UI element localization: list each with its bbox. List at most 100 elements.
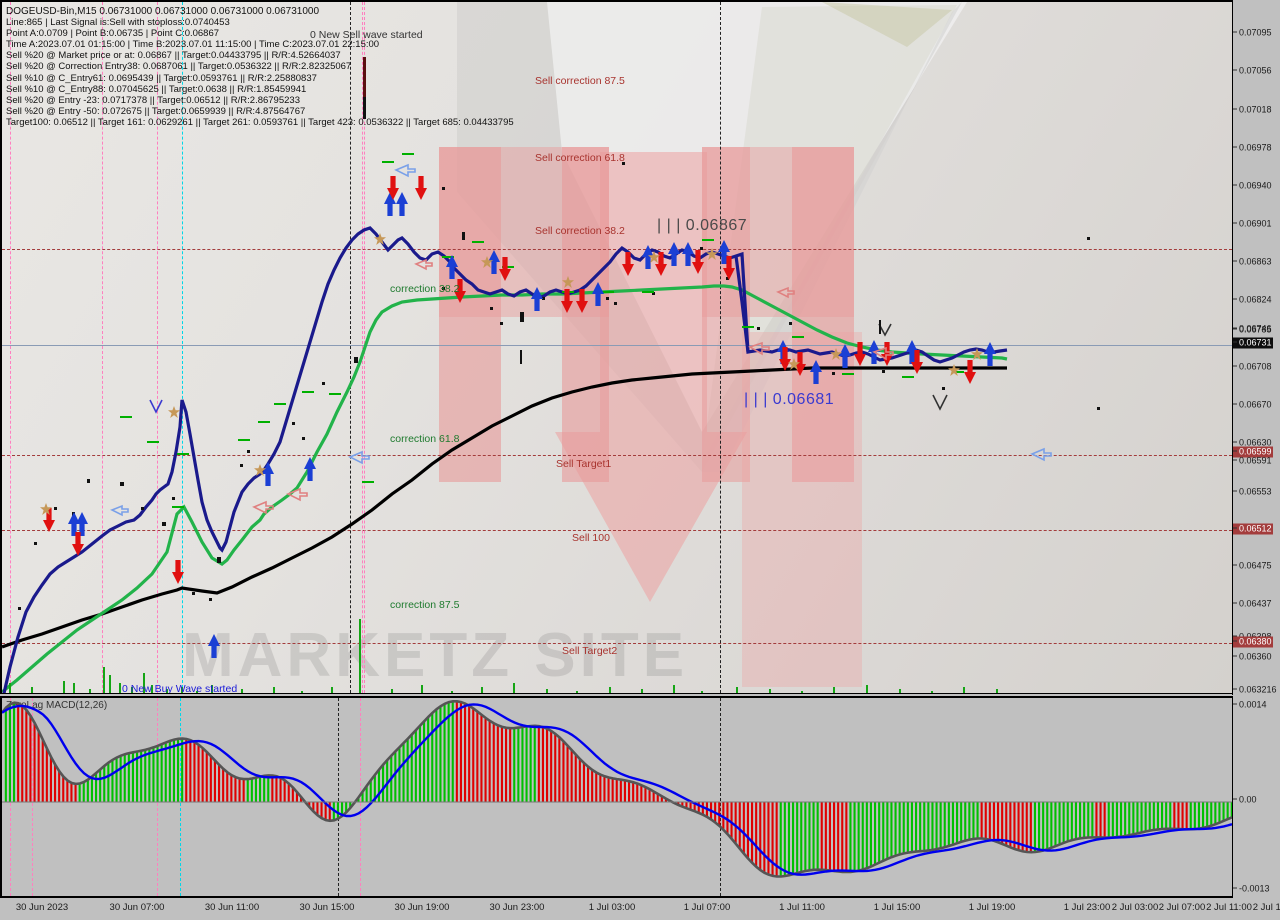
macd-histogram-bar: [82, 782, 85, 802]
macd-histogram-bar: [763, 802, 766, 873]
tick-label: 0.06708: [1239, 361, 1272, 372]
macd-histogram-bar: [1103, 802, 1106, 838]
macd-histogram-bar: [316, 802, 319, 816]
macd-histogram-bar: [1226, 802, 1229, 820]
macd-histogram-bar: [997, 802, 1000, 843]
macd-histogram-bar: [623, 780, 626, 802]
macd-histogram-bar: [1156, 802, 1159, 830]
macd-histogram-bar: [181, 738, 184, 802]
macd-histogram-bar: [119, 755, 122, 802]
buy-arrow: [304, 457, 316, 481]
tick-dash: [1233, 260, 1237, 262]
macd-histogram-bar: [554, 734, 557, 802]
star-marker: [971, 348, 983, 360]
star-marker: [168, 406, 180, 418]
macd-histogram-bar: [308, 802, 311, 808]
macd-histogram-bar: [152, 747, 155, 802]
macd-histogram-bar: [521, 727, 524, 802]
fractal-v-marker: [149, 399, 163, 414]
macd-histogram-bar: [472, 708, 475, 802]
tick-label: 0.06901: [1239, 218, 1272, 229]
macd-histogram-bar: [267, 775, 270, 802]
macd-histogram-bar: [562, 741, 565, 802]
tick-label: 0.06512: [1239, 523, 1272, 534]
macd-histogram-bar: [427, 716, 430, 802]
macd-histogram-bar: [824, 802, 827, 871]
macd-histogram-bar: [402, 742, 405, 802]
macd-histogram-bar: [988, 802, 991, 840]
label-correction-382: correction 38.2: [390, 283, 460, 295]
macd-histogram-bar: [250, 778, 253, 802]
macd-histogram-bar: [349, 802, 352, 808]
macd-histogram-bar: [1189, 802, 1192, 830]
price-tick-0-06512: 0.06512: [1233, 523, 1273, 535]
hollow-sell-marker: [776, 286, 795, 299]
price-chart-pane[interactable]: MARKETZ SITE: [0, 0, 1232, 694]
tick-label: 0.06599: [1239, 446, 1272, 457]
price-tick-0-06863: 0.06863: [1233, 257, 1272, 267]
star-marker: [948, 364, 960, 376]
price-tick-0-07056: 0.07056: [1233, 65, 1272, 76]
macd-histogram-bar: [369, 780, 372, 802]
hollow-sell-marker: [286, 487, 308, 502]
macd-histogram-bar: [234, 777, 237, 802]
macd-histogram-bar: [1042, 802, 1045, 851]
price-tick-0-06630: 0.06630: [1233, 438, 1272, 448]
vline-pink-4: [362, 2, 363, 693]
macd-histogram-bar: [443, 703, 446, 802]
macd-histogram-bar: [628, 781, 631, 802]
tick-label: 0.06553: [1239, 486, 1272, 497]
macd-histogram-bar: [915, 802, 918, 852]
macd-scale[interactable]: 0.0014 0.00 -0.0013: [1232, 696, 1280, 898]
time-tick: 30 Jun 11:00: [204, 902, 260, 913]
macd-histogram-bar: [156, 745, 159, 802]
macd-histogram-bar: [1054, 802, 1057, 847]
macd-histogram-bar: [882, 802, 885, 861]
tick-dash: [1233, 327, 1237, 329]
macd-histogram-bar: [1181, 802, 1184, 830]
macd-histogram-bar: [681, 802, 684, 807]
macd-histogram-bar: [21, 705, 24, 802]
macd-histogram-bar: [787, 802, 790, 876]
macd-histogram-bar: [451, 701, 454, 802]
tick-label: 0.07056: [1239, 65, 1272, 76]
macd-histogram-bar: [484, 718, 487, 802]
macd-histogram-bar: [595, 772, 598, 802]
tick-dash: [1233, 298, 1237, 300]
time-tick: 30 Jun 15:00: [299, 902, 355, 913]
macd-histogram-bar: [525, 726, 528, 802]
macd-histogram-bar: [148, 748, 151, 802]
macd-histogram-bar: [144, 749, 147, 802]
macd-histogram-bar: [1050, 802, 1053, 848]
time-tick: 2 Jul 03:00: [1111, 902, 1159, 913]
macd-histogram-bar: [976, 802, 979, 839]
tick-dash: [1233, 635, 1237, 637]
macd-histogram-bar: [734, 802, 737, 844]
macd-histogram-bar: [336, 802, 339, 819]
macd-histogram-bar: [259, 776, 262, 802]
price-tick-0-06785: 0.06785: [1233, 325, 1272, 335]
macd-indicator-pane[interactable]: ZeroLag MACD(12,26): [0, 696, 1232, 898]
macd-histogram-bar: [517, 727, 520, 802]
macd-histogram-bar: [968, 802, 971, 840]
macd-histogram-bar: [816, 802, 819, 870]
macd-histogram-bar: [4, 707, 7, 802]
macd-histogram-bar: [800, 802, 803, 872]
macd-histogram-bar: [74, 783, 77, 802]
tick-label: 0.06360: [1239, 651, 1272, 662]
price-scale[interactable]: 0.07095 0.07056 0.07018 0.06978 0.06940 0.069…: [1232, 0, 1280, 695]
tick-label: 0.06475: [1239, 560, 1272, 571]
macd-histogram-bar: [1165, 802, 1168, 829]
macd-histogram-bar: [386, 759, 389, 802]
time-tick: 1 Jul 07:00: [683, 902, 731, 913]
label-sell-100: Sell 100: [572, 532, 610, 544]
time-scale[interactable]: 30 Jun 2023 30 Jun 07:00 30 Jun 11:00 30 Ju…: [0, 898, 1280, 920]
macd-histogram-bar: [726, 802, 729, 835]
macd-histogram-bar: [209, 756, 212, 802]
price-tick-0-06670: 0.06670: [1233, 400, 1272, 410]
time-tick: 2 Jul 15:00: [1252, 902, 1280, 913]
macd-histogram-bar: [320, 802, 323, 819]
macd-histogram-bar: [394, 751, 397, 802]
macd-histogram-bar: [951, 802, 954, 845]
